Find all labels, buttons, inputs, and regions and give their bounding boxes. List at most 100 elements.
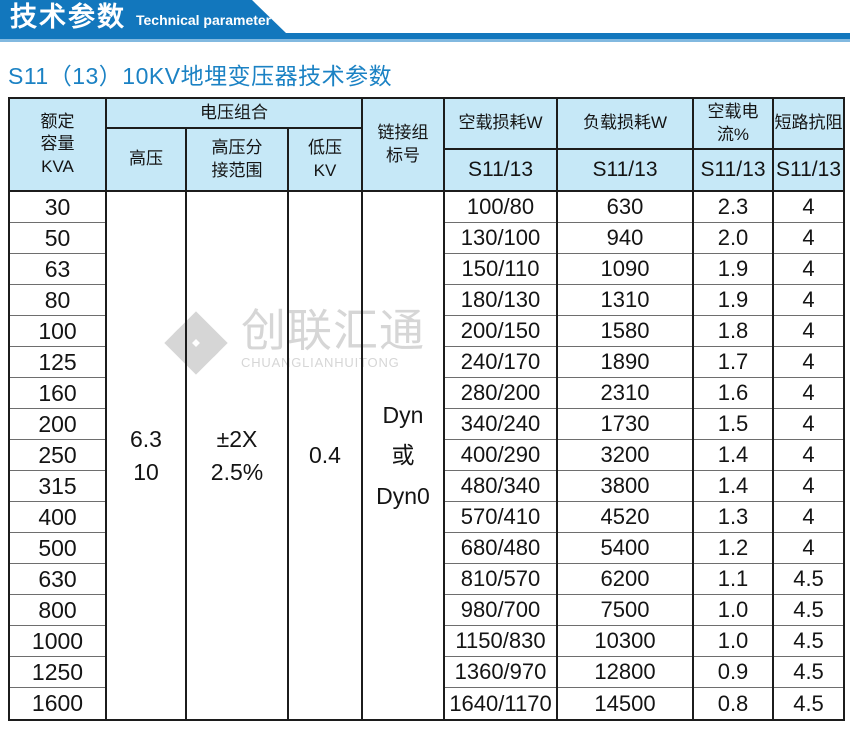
load-loss-cell: 1580 (558, 316, 692, 347)
no-load-loss-cell: 480/340 (445, 471, 556, 502)
no-load-current-cell: 0.8 (717, 690, 749, 716)
impedance-cell: 4.5 (774, 626, 843, 657)
no-load-loss-cell: 100/80 (445, 192, 556, 223)
impedance-cell: 4 (774, 223, 843, 254)
impedance-cell: 4 (774, 347, 843, 378)
load-loss-cell: 14500 (594, 690, 656, 716)
watermark-en: CHUANGLIANHUITONG (241, 355, 400, 370)
header-vector-group: 链接组 标号 (363, 99, 445, 190)
header-no-load-loss: 空载损耗W S11/13 (445, 99, 558, 190)
no-load-current-cell: 2.3 (694, 192, 772, 223)
no-load-loss-cell: 980/700 (445, 595, 556, 626)
banner-subtitle-en: Technical parameter (136, 12, 272, 28)
page-title: S11（13）10KV地埋变压器技术参数 (8, 63, 393, 89)
table-body: 30 50 63 80 100 125 160 200 250 315 400 500 630 800 10… (10, 192, 843, 719)
banner: 技术参数 Technical parameter (0, 0, 286, 33)
capacity-cell: 63 (10, 254, 105, 285)
hv-tap-range-merged-cell: ±2X 2.5% (187, 192, 289, 719)
no-load-loss-column: 100/80 130/100 150/110 180/130 200/150 240/17… (445, 192, 558, 719)
load-loss-cell: 7500 (558, 595, 692, 626)
watermark-logo-icon (164, 311, 228, 375)
impedance-cell: 4 (774, 440, 843, 471)
no-load-current-cell: 1.5 (694, 409, 772, 440)
capacity-cell: 50 (10, 223, 105, 254)
load-loss-cell: 2310 (558, 378, 692, 409)
capacity-cell: 400 (10, 502, 105, 533)
watermark: 创联汇通 CHUANGLIANHUITONG (163, 308, 425, 376)
no-load-loss-cell: 200/150 (445, 316, 556, 347)
no-load-current-cell: 0.9 (694, 657, 772, 688)
header-hv-tap-range: 高压分 接范围 (187, 129, 289, 190)
capacity-cell: 200 (10, 409, 105, 440)
load-loss-cell: 10300 (558, 626, 692, 657)
load-loss-cell: 940 (558, 223, 692, 254)
load-loss-cell: 1890 (558, 347, 692, 378)
no-load-current-cell: 1.9 (694, 254, 772, 285)
no-load-loss-cell: 340/240 (445, 409, 556, 440)
header-no-load-loss-label: 空载损耗W (445, 99, 556, 150)
load-loss-cell: 3800 (558, 471, 692, 502)
capacity-cell: 500 (10, 533, 105, 564)
impedance-cell: 4 (774, 533, 843, 564)
header-impedance-label: 短路抗阻 (774, 99, 843, 150)
lv-merged-cell: 0.4 (289, 192, 363, 719)
load-loss-cell: 4520 (558, 502, 692, 533)
watermark-text: 创联汇通 CHUANGLIANHUITONG (241, 308, 425, 370)
no-load-loss-cell: 150/110 (445, 254, 556, 285)
header-impedance: 短路抗阻 S11/13 (774, 99, 843, 190)
capacity-cell: 100 (10, 316, 105, 347)
header-no-load-current: 空载电流% S11/13 (694, 99, 774, 190)
header-series-impedance: S11/13 (776, 158, 841, 182)
impedance-cell: 4.5 (793, 690, 824, 716)
capacity-cell: 800 (10, 595, 105, 626)
no-load-loss-cell: 400/290 (445, 440, 556, 471)
no-load-loss-cell: 180/130 (445, 285, 556, 316)
header-hv: 高压 (107, 129, 187, 190)
vector-group-merged-cell: Dyn 或 Dyn0 (363, 192, 445, 719)
no-load-current-cell: 1.4 (694, 471, 772, 502)
impedance-cell: 4 (774, 378, 843, 409)
capacity-cell: 30 (10, 192, 105, 223)
no-load-loss-cell: 1640/1170 (449, 690, 552, 716)
load-loss-cell: 1730 (558, 409, 692, 440)
header-voltage-combination: 电压组合 (107, 99, 361, 129)
no-load-current-cell: 1.3 (694, 502, 772, 533)
capacity-cell: 160 (10, 378, 105, 409)
no-load-current-cell: 1.4 (694, 440, 772, 471)
capacity-cell: 630 (10, 564, 105, 595)
no-load-current-cell: 1.8 (694, 316, 772, 347)
header-capacity: 额定 容量 KVA (10, 99, 107, 190)
capacity-cell: 1000 (10, 626, 105, 657)
no-load-loss-cell: 570/410 (445, 502, 556, 533)
no-load-current-cell: 1.0 (694, 626, 772, 657)
impedance-cell: 4 (774, 409, 843, 440)
capacity-cell: 1250 (10, 657, 105, 688)
impedance-cell: 4.5 (774, 595, 843, 626)
load-loss-cell: 630 (558, 192, 692, 223)
no-load-loss-cell: 680/480 (445, 533, 556, 564)
no-load-loss-cell: 1150/830 (445, 626, 556, 657)
header-load-loss-label: 负载损耗W (558, 99, 692, 150)
hv-merged-cell: 6.3 10 (107, 192, 187, 719)
header-series-no-load-loss: S11/13 (468, 158, 533, 182)
load-loss-cell: 5400 (558, 533, 692, 564)
banner-underline (0, 33, 850, 39)
table-header: 额定 容量 KVA 电压组合 高压 高压分 接范围 低压 KV 链接组 标号 空… (10, 99, 843, 192)
header-load-loss: 负载损耗W S11/13 (558, 99, 694, 190)
header-voltage-group: 电压组合 高压 高压分 接范围 低压 KV (107, 99, 363, 190)
impedance-cell: 4.5 (774, 564, 843, 595)
banner-title: 技术参数 (10, 1, 126, 32)
no-load-current-cell: 2.0 (694, 223, 772, 254)
load-loss-cell: 6200 (558, 564, 692, 595)
impedance-cell: 4 (774, 471, 843, 502)
header-series-no-load-current: S11/13 (700, 158, 766, 182)
impedance-cell: 4 (774, 192, 843, 223)
no-load-loss-cell: 280/200 (445, 378, 556, 409)
load-loss-cell: 12800 (558, 657, 692, 688)
capacity-cell: 250 (10, 440, 105, 471)
header-series-load-loss: S11/13 (592, 158, 658, 182)
no-load-current-cell: 1.2 (694, 533, 772, 564)
capacity-cell: 1600 (31, 690, 84, 716)
no-load-current-cell: 1.1 (694, 564, 772, 595)
